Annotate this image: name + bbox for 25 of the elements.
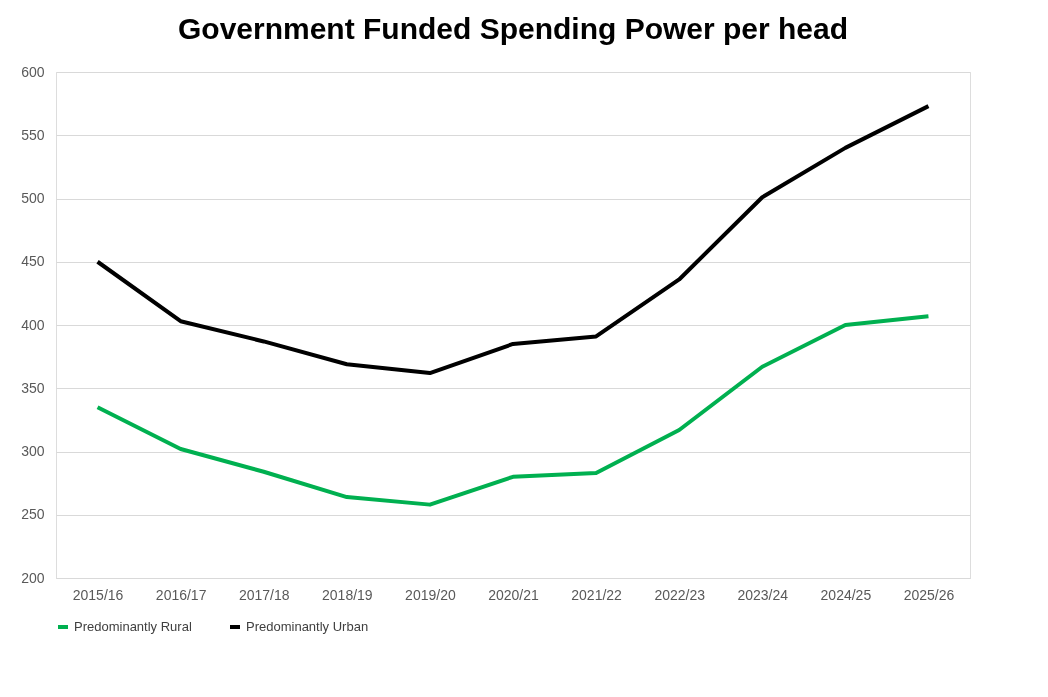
y-tick-label: 200 — [21, 569, 45, 586]
y-tick-label: 400 — [21, 316, 45, 333]
x-tick-label: 2018/19 — [322, 586, 373, 603]
chart-title: Government Funded Spending Power per head — [177, 12, 849, 45]
y-tick-label: 450 — [21, 253, 45, 270]
legend-label: Predominantly Urban — [246, 619, 369, 634]
x-tick-label: 2024/25 — [820, 586, 872, 603]
y-tick-label: 500 — [21, 190, 45, 206]
y-tick-label: 550 — [21, 126, 45, 143]
y-tick-label: 300 — [21, 443, 45, 459]
line-series — [95, 314, 931, 507]
y-tick-label: 600 — [21, 63, 45, 80]
x-tick-label: 2025/26 — [903, 586, 955, 603]
line-series — [95, 104, 931, 376]
x-tick-label: 2017/18 — [238, 586, 290, 603]
x-tick-label: 2019/20 — [405, 586, 456, 603]
x-tick-label: 2015/16 — [72, 586, 124, 603]
y-tick-label: 250 — [21, 506, 45, 523]
x-tick-label: 2021/22 — [571, 586, 623, 603]
x-tick-label: 2023/24 — [737, 586, 789, 603]
x-tick-label: 2020/21 — [488, 586, 540, 603]
y-tick-label: 350 — [21, 379, 45, 396]
legend-label: Predominantly Rural — [74, 619, 192, 634]
x-tick-label: 2016/17 — [155, 586, 207, 603]
x-tick-label: 2022/23 — [654, 586, 706, 603]
